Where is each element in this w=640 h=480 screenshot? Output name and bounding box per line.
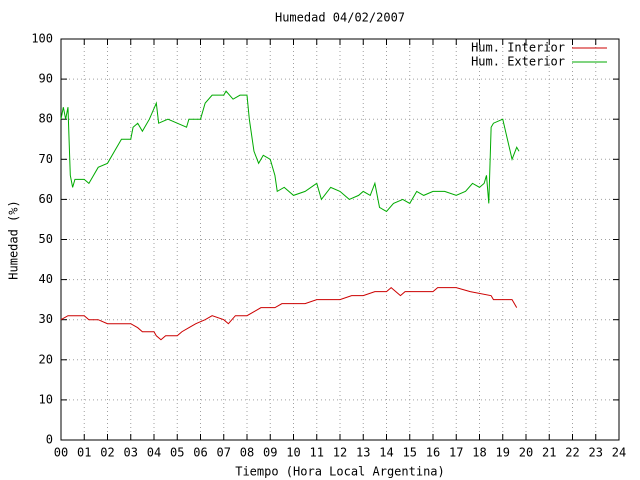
x-tick-label: 24 xyxy=(612,446,626,460)
legend-label: Hum. Exterior xyxy=(471,55,565,69)
data-line xyxy=(60,286,518,341)
x-tick-label: 15 xyxy=(403,446,417,460)
x-tick-label: 19 xyxy=(496,446,510,460)
x-tick-label: 23 xyxy=(589,446,603,460)
y-tick-label: 90 xyxy=(39,72,53,86)
y-tick-label: 60 xyxy=(39,192,53,206)
x-tick-label: 17 xyxy=(449,446,463,460)
y-tick-label: 40 xyxy=(39,272,53,286)
x-tick-label: 16 xyxy=(426,446,440,460)
y-tick-label: 30 xyxy=(39,312,53,326)
x-tick-label: 20 xyxy=(519,446,533,460)
x-tick-label: 07 xyxy=(217,446,231,460)
x-axis-label: Tiempo (Hora Local Argentina) xyxy=(235,465,445,479)
x-tick-label: 08 xyxy=(240,446,254,460)
plot-border xyxy=(60,38,620,441)
data-line xyxy=(60,90,520,213)
y-tick-label: 0 xyxy=(46,433,53,447)
y-tick-label: 100 xyxy=(31,32,53,46)
x-tick-label: 12 xyxy=(333,446,347,460)
x-tick-label: 00 xyxy=(54,446,68,460)
x-tick-label: 13 xyxy=(356,446,370,460)
x-tick-label: 03 xyxy=(124,446,138,460)
y-tick-label: 20 xyxy=(39,352,53,366)
x-tick-label: 18 xyxy=(472,446,486,460)
x-tick-label: 09 xyxy=(263,446,277,460)
x-tick-label: 11 xyxy=(310,446,324,460)
legend-label: Hum. Interior xyxy=(471,41,565,55)
x-tick-label: 21 xyxy=(542,446,556,460)
x-tick-label: 06 xyxy=(193,446,207,460)
x-tick-label: 04 xyxy=(147,446,161,460)
x-tick-label: 02 xyxy=(100,446,114,460)
y-tick-label: 70 xyxy=(39,152,53,166)
y-tick-label: 80 xyxy=(39,112,53,126)
chart-title: Humedad 04/02/2007 xyxy=(275,11,405,25)
x-tick-label: 10 xyxy=(286,446,300,460)
x-tick-label: 05 xyxy=(170,446,184,460)
y-tick-label: 10 xyxy=(39,392,53,406)
x-tick-label: 14 xyxy=(379,446,393,460)
x-tick-label: 01 xyxy=(77,446,91,460)
y-tick-label: 50 xyxy=(39,232,53,246)
y-axis-label: Humedad (%) xyxy=(7,200,21,279)
x-tick-label: 22 xyxy=(565,446,579,460)
